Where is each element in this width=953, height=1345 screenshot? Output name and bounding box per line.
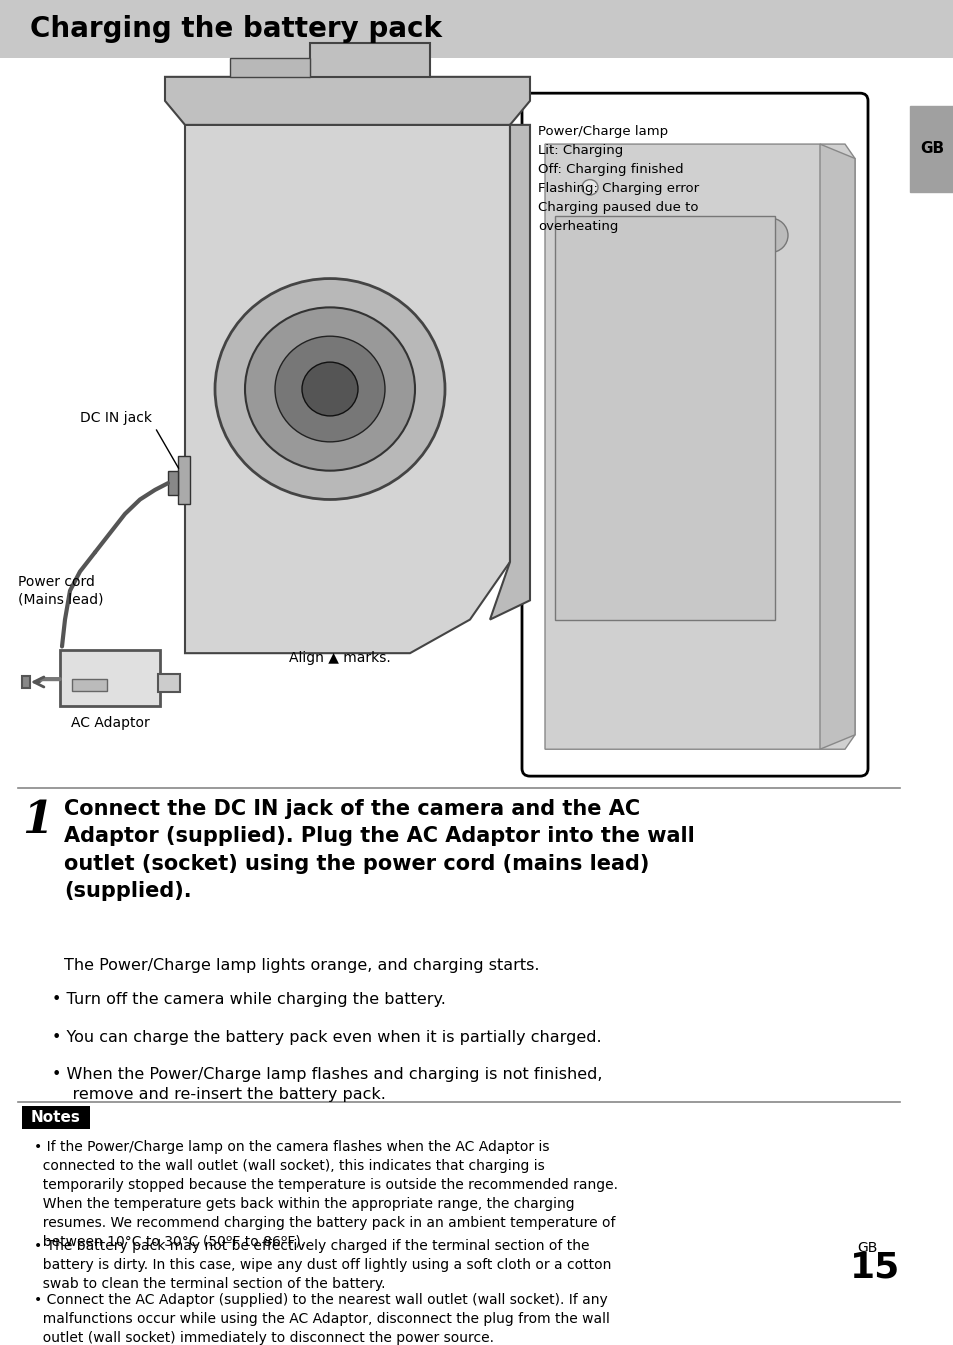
Text: 15: 15 <box>849 1251 899 1284</box>
Bar <box>60 650 160 706</box>
Circle shape <box>245 308 415 471</box>
Bar <box>555 217 774 620</box>
Text: The Power/Charge lamp lights orange, and charging starts.: The Power/Charge lamp lights orange, and… <box>64 958 539 972</box>
Polygon shape <box>165 77 530 125</box>
FancyBboxPatch shape <box>521 93 867 776</box>
Bar <box>158 674 180 691</box>
Bar <box>310 43 430 77</box>
Polygon shape <box>185 125 510 654</box>
Bar <box>168 471 178 495</box>
Text: GB: GB <box>857 1241 877 1255</box>
Bar <box>22 1106 90 1128</box>
Text: AC Adaptor: AC Adaptor <box>71 717 150 730</box>
Bar <box>0 0 953 58</box>
Circle shape <box>274 336 385 443</box>
Text: DC IN jack: DC IN jack <box>80 410 152 425</box>
Text: • Turn off the camera while charging the battery.: • Turn off the camera while charging the… <box>52 993 445 1007</box>
Text: Power/Charge lamp
Lit: Charging
Off: Charging finished
Flashing: Charging error
: Power/Charge lamp Lit: Charging Off: Cha… <box>537 125 699 233</box>
Bar <box>178 456 190 504</box>
Circle shape <box>302 362 357 416</box>
Bar <box>909 106 953 192</box>
Polygon shape <box>490 125 530 620</box>
Text: • Connect the AC Adaptor (supplied) to the nearest wall outlet (wall socket). If: • Connect the AC Adaptor (supplied) to t… <box>34 1294 609 1345</box>
Text: GB: GB <box>919 141 943 156</box>
Circle shape <box>581 180 598 195</box>
Text: Charging the battery pack: Charging the battery pack <box>30 15 441 43</box>
Text: Notes: Notes <box>31 1110 81 1124</box>
Bar <box>18 82 882 783</box>
Text: • If the Power/Charge lamp on the camera flashes when the AC Adaptor is
  connec: • If the Power/Charge lamp on the camera… <box>34 1141 618 1250</box>
Circle shape <box>751 218 787 253</box>
Text: • The battery pack may not be effectively charged if the terminal section of the: • The battery pack may not be effectivel… <box>34 1239 611 1291</box>
Polygon shape <box>820 144 854 749</box>
Polygon shape <box>230 58 310 77</box>
Text: Connect the DC IN jack of the camera and the AC
Adaptor (supplied). Plug the AC : Connect the DC IN jack of the camera and… <box>64 799 694 901</box>
Text: Power cord
(Mains lead): Power cord (Mains lead) <box>18 574 103 607</box>
Circle shape <box>698 272 721 295</box>
Text: 1: 1 <box>22 799 53 842</box>
Polygon shape <box>544 144 854 749</box>
Bar <box>22 677 30 687</box>
Text: • When the Power/Charge lamp flashes and charging is not finished,
    remove an: • When the Power/Charge lamp flashes and… <box>52 1067 602 1102</box>
Text: • You can charge the battery pack even when it is partially charged.: • You can charge the battery pack even w… <box>52 1030 601 1045</box>
Circle shape <box>214 278 444 499</box>
Bar <box>71 679 107 690</box>
Text: Align ▲ marks.: Align ▲ marks. <box>289 651 391 664</box>
